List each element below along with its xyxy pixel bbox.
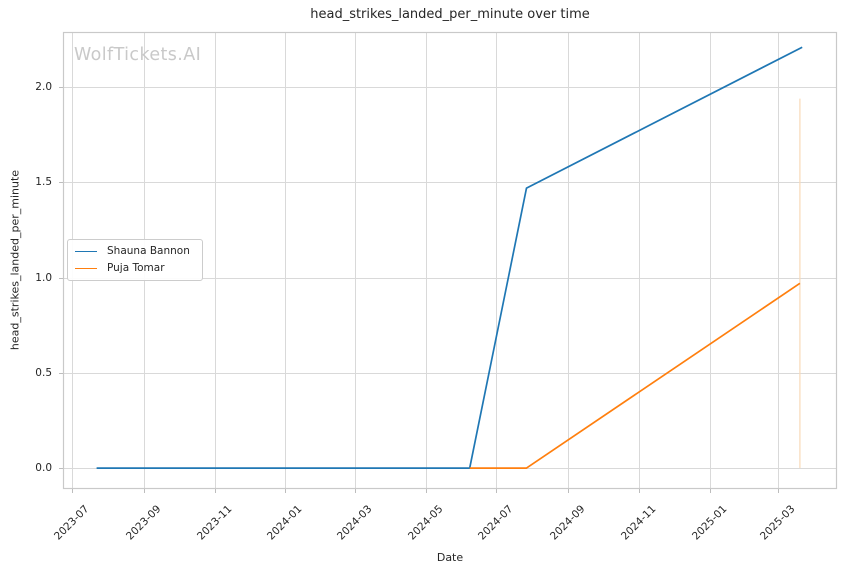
legend-item: Shauna Bannon <box>75 245 190 258</box>
plot-border <box>62 31 838 490</box>
legend-line-sample <box>75 251 97 252</box>
series-line-shauna-bannon <box>96 46 803 469</box>
chart-title: head_strikes_landed_per_minute over time <box>310 7 590 22</box>
y-tick-label: 0.0 <box>35 462 52 475</box>
y-tick-label: 2.0 <box>35 81 52 94</box>
y-tick-label: 1.0 <box>35 271 52 284</box>
y-tick-label: 0.5 <box>35 366 52 379</box>
legend-label: Shauna Bannon <box>107 245 190 257</box>
series-line-puja-tomar <box>469 282 801 469</box>
legend-line-sample <box>75 268 97 269</box>
y-tick-label: 1.5 <box>35 176 52 189</box>
series-lines <box>96 46 803 469</box>
axis-tick-marks <box>59 87 779 493</box>
y-axis-label: head_strikes_landed_per_minute <box>8 169 22 351</box>
legend-label: Puja Tomar <box>107 262 165 274</box>
x-axis-label: Date <box>436 551 464 564</box>
legend: Shauna Bannon Puja Tomar <box>67 239 203 281</box>
watermark: WolfTickets.AI <box>74 45 202 65</box>
legend-item: Puja Tomar <box>75 262 190 275</box>
